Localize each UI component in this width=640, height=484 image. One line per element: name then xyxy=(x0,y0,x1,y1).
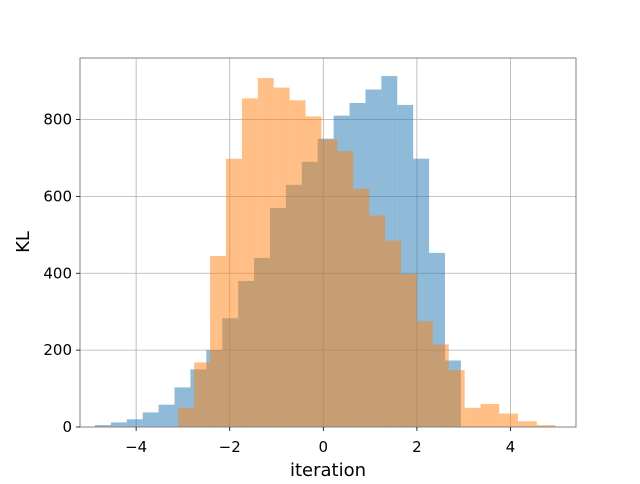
y-axis-ticks: 0 200 400 600 800 xyxy=(43,111,80,436)
histogram-bar xyxy=(432,344,449,427)
histogram-bar xyxy=(337,151,354,428)
y-tick-label: 800 xyxy=(43,111,72,129)
histogram-bar xyxy=(499,413,518,427)
histogram-bar xyxy=(257,77,274,428)
histogram-bar xyxy=(464,407,481,427)
y-tick-label: 400 xyxy=(43,264,72,282)
histogram-bar xyxy=(353,188,370,427)
x-tick-label: −4 xyxy=(125,438,147,456)
histogram-bar xyxy=(289,100,306,427)
histogram-bar xyxy=(110,422,127,427)
histogram-bar xyxy=(400,274,417,427)
histogram-bar xyxy=(94,425,111,427)
histogram-bar xyxy=(142,412,159,427)
x-axis-ticks: −4 −2 0 2 4 xyxy=(125,427,515,456)
histogram-bar xyxy=(225,158,242,428)
x-tick-label: 2 xyxy=(412,438,422,456)
y-tick-label: 600 xyxy=(43,187,72,205)
histogram-bar xyxy=(480,403,500,427)
histogram-bar xyxy=(273,87,290,428)
histogram-bar xyxy=(369,215,386,427)
histogram-bar xyxy=(416,321,433,427)
y-axis-label: KL xyxy=(13,231,34,253)
histogram-bars xyxy=(94,76,556,428)
plot-area-frame xyxy=(79,57,577,428)
histogram-bar xyxy=(385,240,401,427)
x-tick-label: 0 xyxy=(319,438,329,456)
histogram-bar xyxy=(321,139,338,428)
histogram-bar xyxy=(536,425,556,427)
x-tick-label: −2 xyxy=(219,438,241,456)
x-tick-label: 4 xyxy=(506,438,516,456)
y-tick-label: 0 xyxy=(62,418,72,436)
histogram-bar xyxy=(305,116,322,428)
x-axis-label: iteration xyxy=(290,460,366,480)
histogram-bar xyxy=(241,98,258,427)
histogram-bar xyxy=(448,370,465,427)
histogram-bar xyxy=(158,404,175,427)
histogram-bar xyxy=(178,407,195,427)
y-tick-label: 200 xyxy=(43,341,72,359)
histogram-bar xyxy=(517,421,537,427)
histogram-bar xyxy=(126,419,143,427)
histogram-bar xyxy=(210,255,226,427)
histogram-bar xyxy=(194,362,211,427)
